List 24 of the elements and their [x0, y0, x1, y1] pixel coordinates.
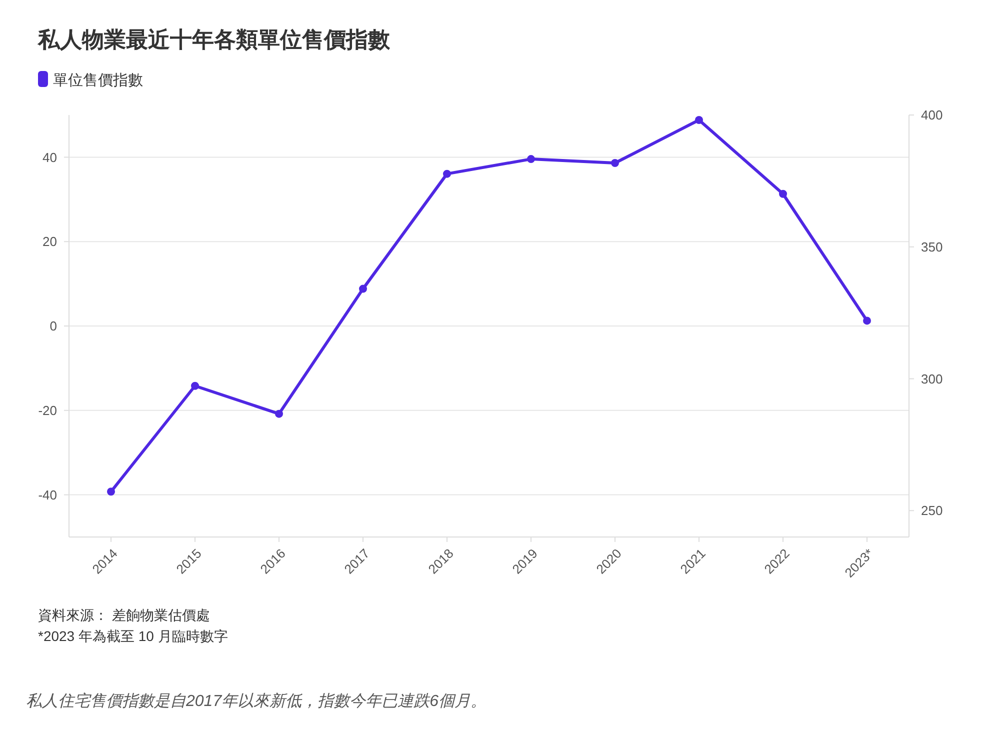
point	[527, 155, 535, 164]
point	[779, 190, 787, 198]
point	[275, 410, 283, 418]
text: *2023 年為截至 10 月臨時數字	[38, 628, 228, 644]
text: 私人住宅售價指數是自2017年以來新低，指數今年已連跌6個月。	[26, 692, 486, 710]
y2-tick-label: 350	[921, 239, 943, 254]
y-tick-label: -40	[38, 487, 57, 502]
source-note: 資料來源： 差餉物業估價處	[38, 607, 210, 623]
y-tick-label: 0	[50, 318, 57, 334]
point	[863, 316, 871, 325]
point	[191, 382, 199, 390]
point	[107, 488, 115, 496]
point	[695, 116, 703, 124]
legend-label: 單位售價指數	[53, 72, 143, 89]
y2-tick-label: 400	[921, 108, 943, 123]
y2-tick-label: 250	[921, 503, 943, 518]
y-tick-label: -20	[38, 402, 57, 418]
y-tick-label: 20	[42, 234, 57, 250]
y2-tick-label: 300	[921, 371, 943, 386]
chart-title: 私人物業最近十年各類單位售價指數	[37, 27, 391, 52]
point	[443, 170, 451, 178]
point	[359, 284, 367, 293]
y-tick-label: 40	[42, 150, 57, 165]
point	[611, 159, 619, 168]
